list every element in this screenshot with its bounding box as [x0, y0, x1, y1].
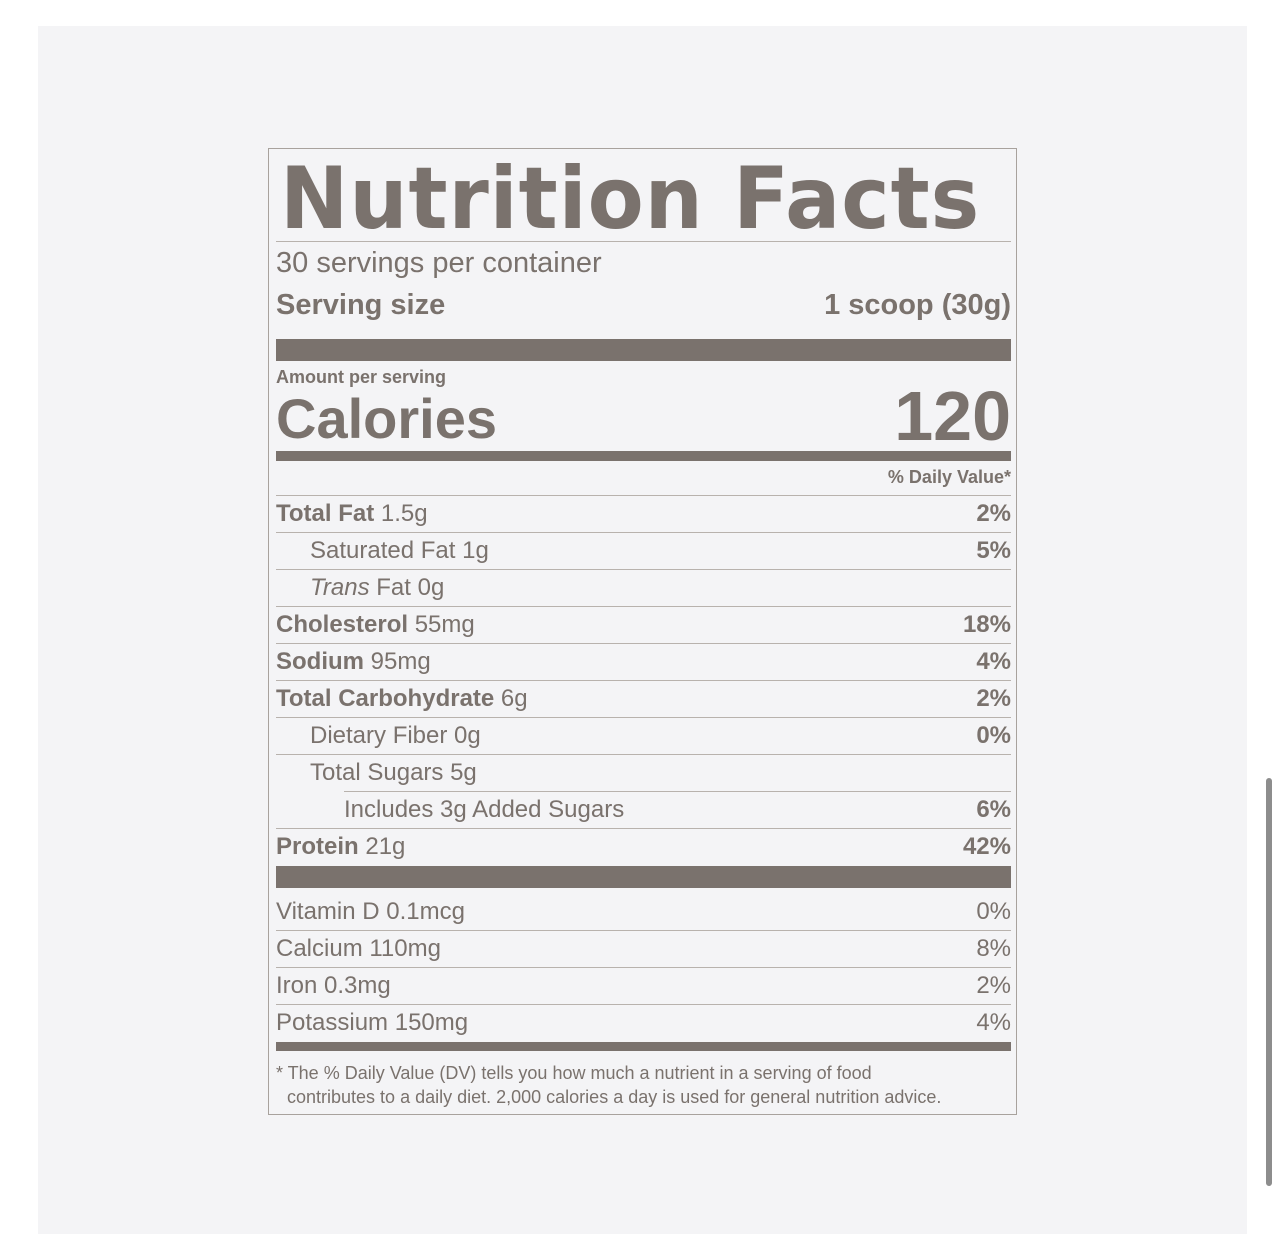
- divider: [344, 791, 1011, 792]
- nutrition-facts-label: Nutrition Facts 30 servings per containe…: [268, 148, 1017, 1115]
- nutrient-dv: 0%: [976, 722, 1011, 749]
- nutrient-name: Total Carbohydrate: [276, 685, 495, 712]
- nutrient-name: Trans: [310, 574, 370, 601]
- vitamin-row-iron: Iron 0.3mg 2%: [276, 968, 1011, 1004]
- vitamin-amount: 0.1mcg: [386, 898, 465, 925]
- nutrient-amount: 6g: [500, 685, 528, 712]
- nutrient-dv: 2%: [976, 685, 1011, 712]
- vitamin-dv: 0%: [976, 898, 1011, 925]
- vitamin-row-potassium: Potassium 150mg 4%: [276, 1005, 1011, 1041]
- servings-per-container: 30 servings per container: [276, 247, 602, 279]
- nutrient-dv: 2%: [976, 500, 1011, 527]
- nutrient-row-total-carbohydrate: Total Carbohydrate 6g 2%: [276, 681, 1011, 717]
- calories-value: 120: [894, 377, 1011, 455]
- nutrient-amount: 95mg: [370, 648, 431, 675]
- serving-size-value: 1 scoop (30g): [824, 289, 1011, 321]
- divider: [276, 717, 1011, 718]
- divider: [276, 569, 1011, 570]
- vitamin-name: Vitamin D: [276, 898, 380, 925]
- divider: [276, 828, 1011, 829]
- vitamin-amount: 150mg: [394, 1009, 469, 1036]
- nutrient-row-added-sugars: Includes 3g Added Sugars 6%: [276, 792, 1011, 828]
- nutrient-row-sodium: Sodium 95mg 4%: [276, 644, 1011, 680]
- footnote: * The % Daily Value (DV) tells you how m…: [276, 1061, 1016, 1109]
- divider: [276, 606, 1011, 607]
- vitamin-name: Calcium: [276, 935, 363, 962]
- serving-size-label: Serving size: [276, 289, 446, 321]
- calories-row: Calories 120: [276, 381, 1011, 451]
- nutrient-row-total-sugars: Total Sugars 5g: [276, 755, 1011, 791]
- nutrient-name: Includes 3g Added Sugars: [344, 796, 625, 823]
- divider: [276, 495, 1011, 496]
- nutrient-amount: 55mg: [414, 611, 475, 638]
- vitamin-amount: 0.3mg: [324, 972, 391, 999]
- vitamin-dv: 8%: [976, 935, 1011, 962]
- serving-size-row: Serving size 1 scoop (30g): [276, 289, 1011, 322]
- vitamin-name: Potassium: [276, 1009, 389, 1036]
- nutrient-row-dietary-fiber: Dietary Fiber 0g 0%: [276, 718, 1011, 754]
- nutrient-dv: 18%: [962, 611, 1011, 638]
- nutrient-amount: 21g: [365, 833, 406, 860]
- nutrient-name: Sodium: [276, 648, 364, 675]
- nutrient-name: Saturated Fat: [310, 537, 456, 564]
- divider: [276, 967, 1011, 968]
- daily-value-header: % Daily Value*: [887, 467, 1011, 487]
- nutrient-name: Protein: [276, 833, 359, 860]
- divider: [276, 241, 1011, 242]
- vitamin-row-calcium: Calcium 110mg 8%: [276, 931, 1011, 967]
- nutrient-dv: 42%: [962, 833, 1011, 860]
- nutrient-amount: 0g: [454, 722, 481, 749]
- divider: [276, 1004, 1011, 1005]
- nutrient-dv: 5%: [976, 537, 1011, 564]
- divider: [276, 754, 1011, 755]
- nutrient-row-trans-fat: Trans Fat 0g: [276, 570, 1011, 606]
- nutrient-row-saturated-fat: Saturated Fat 1g 5%: [276, 533, 1011, 569]
- nutrient-row-total-fat: Total Fat 1.5g 2%: [276, 496, 1011, 532]
- footnote-line-1: * The % Daily Value (DV) tells you how m…: [276, 1063, 872, 1083]
- amount-per-serving: Amount per serving: [276, 367, 447, 387]
- vitamin-dv: 2%: [976, 972, 1011, 999]
- nutrient-row-cholesterol: Cholesterol 55mg 18%: [276, 607, 1011, 643]
- divider: [276, 680, 1011, 681]
- medium-divider: [276, 451, 1011, 461]
- divider: [276, 643, 1011, 644]
- nutrient-name: Total Fat: [276, 500, 375, 527]
- vitamin-amount: 110mg: [369, 935, 441, 962]
- nutrient-name: Dietary Fiber: [310, 722, 448, 749]
- calories-label: Calories: [276, 387, 497, 450]
- vitamin-row-vitamin-d: Vitamin D 0.1mcg 0%: [276, 894, 1011, 930]
- footnote-line-2: contributes to a daily diet. 2,000 calor…: [287, 1087, 942, 1107]
- nutrient-name: Total Sugars: [310, 759, 444, 786]
- nutrient-row-protein: Protein 21g 42%: [276, 829, 1011, 865]
- label-title: Nutrition Facts: [280, 149, 981, 249]
- nutrient-name-suffix: Fat: [376, 574, 411, 601]
- nutrient-dv: 4%: [976, 648, 1011, 675]
- nutrient-amount: 1g: [462, 537, 489, 564]
- vitamin-dv: 4%: [976, 1009, 1011, 1036]
- divider: [276, 930, 1011, 931]
- vitamin-name: Iron: [276, 972, 318, 999]
- medium-divider: [276, 1042, 1011, 1051]
- vertical-scrollbar[interactable]: [1266, 778, 1272, 1186]
- thick-divider: [276, 866, 1011, 888]
- nutrient-amount: 0g: [417, 574, 445, 601]
- nutrient-amount: 5g: [450, 759, 477, 786]
- nutrient-amount: 1.5g: [380, 500, 428, 527]
- nutrient-dv: 6%: [976, 796, 1011, 823]
- nutrient-name: Cholesterol: [276, 611, 409, 638]
- divider: [276, 532, 1011, 533]
- thick-divider: [276, 339, 1011, 361]
